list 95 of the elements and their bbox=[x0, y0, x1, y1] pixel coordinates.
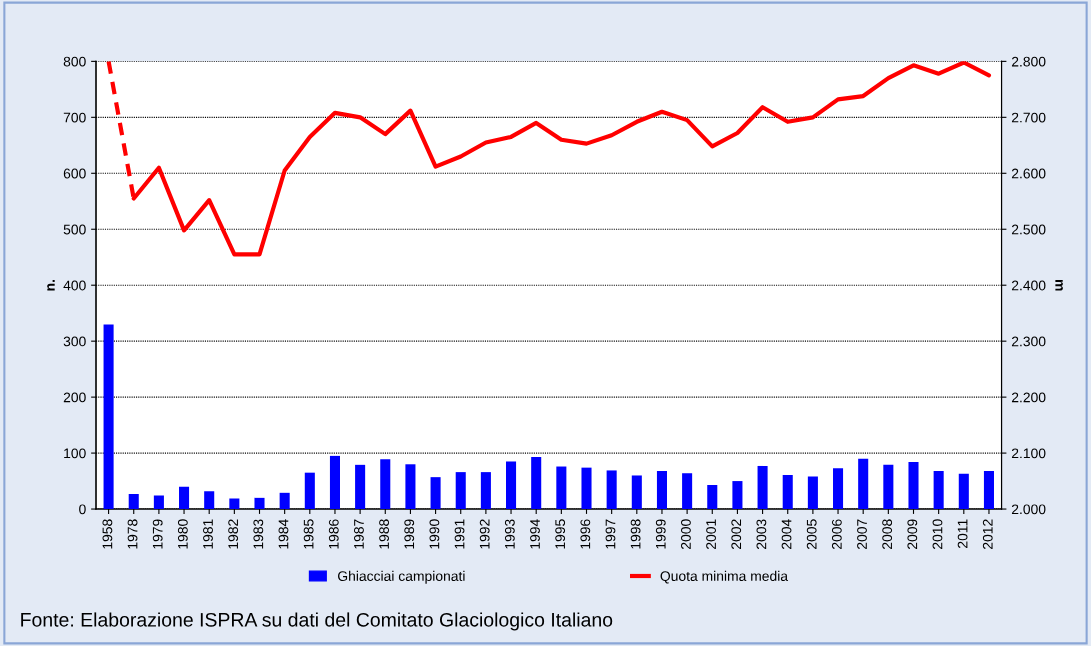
x-tick-label: 1981 bbox=[203, 519, 213, 549]
bar bbox=[707, 484, 718, 510]
x-tick-label: 2008 bbox=[882, 519, 893, 549]
bar bbox=[556, 466, 567, 510]
bar bbox=[656, 471, 667, 510]
y-tick-label: 700 bbox=[63, 112, 86, 123]
bar bbox=[179, 486, 190, 510]
x-tick-label: 1997 bbox=[605, 519, 616, 549]
x-tick-label: 2001 bbox=[706, 519, 716, 549]
x-tick-label: 1994 bbox=[530, 519, 540, 549]
source-note: Fonte: Elaborazione ISPRA su dati del Comitato Glaciologico Italiano bbox=[21, 612, 613, 631]
y2-tick-label: 2.100 bbox=[1011, 448, 1046, 459]
y2-tick-label: 2.400 bbox=[1011, 280, 1046, 291]
bar bbox=[531, 457, 542, 510]
x-tick-label: 1995 bbox=[555, 519, 566, 549]
x-tick-label: 2005 bbox=[806, 519, 817, 549]
x-tick-label: 2004 bbox=[781, 519, 792, 549]
x-tick-label: 2007 bbox=[857, 519, 867, 549]
y-tick-label: 800 bbox=[63, 56, 86, 67]
bar bbox=[581, 467, 592, 510]
x-tick-label: 2006 bbox=[831, 519, 842, 549]
x-tick-label: 2000 bbox=[681, 519, 691, 549]
bar bbox=[958, 473, 969, 510]
bar bbox=[229, 498, 240, 510]
bar bbox=[103, 324, 114, 510]
y-axis-title: n. bbox=[47, 279, 55, 291]
y2-tick-label: 2.800 bbox=[1011, 56, 1046, 67]
y2-tick-label: 2.200 bbox=[1011, 392, 1046, 403]
bar bbox=[128, 493, 139, 510]
x-tick-label: 1992 bbox=[479, 519, 490, 549]
x-tick-label: 1989 bbox=[404, 519, 415, 549]
x-tick-label: 1982 bbox=[228, 519, 239, 549]
x-tick-label: 1984 bbox=[278, 519, 289, 549]
bar bbox=[204, 491, 215, 510]
legend-label: Ghiacciai campionati bbox=[338, 570, 465, 584]
y-tick-label: 200 bbox=[63, 392, 86, 403]
x-tick-label: 2011 bbox=[957, 519, 968, 548]
y2-tick-label: 2.500 bbox=[1011, 224, 1046, 235]
x-tick-label: 1958 bbox=[102, 519, 113, 549]
bar bbox=[606, 470, 617, 510]
bar bbox=[833, 468, 844, 510]
x-tick-label: 1978 bbox=[127, 519, 138, 549]
x-tick-label: 1985 bbox=[303, 519, 314, 549]
y-tick-label: 400 bbox=[63, 280, 86, 291]
y2-tick-label: 2.300 bbox=[1011, 336, 1046, 347]
bar bbox=[480, 472, 491, 510]
x-tick-label: 1996 bbox=[580, 519, 591, 549]
y-tick-label: 0 bbox=[79, 504, 86, 515]
y2-tick-label: 2.600 bbox=[1011, 168, 1046, 179]
x-tick-label: 2002 bbox=[731, 519, 742, 549]
bar bbox=[807, 476, 818, 510]
x-tick-label: 1980 bbox=[177, 519, 188, 549]
y2-tick-label: 2.700 bbox=[1011, 112, 1046, 123]
x-tick-label: 1990 bbox=[429, 519, 440, 549]
bar bbox=[983, 471, 994, 510]
bar bbox=[380, 459, 391, 510]
bar bbox=[304, 472, 315, 510]
y-tick-label: 100 bbox=[64, 448, 86, 459]
bar bbox=[329, 455, 340, 510]
bar bbox=[908, 462, 919, 510]
bar bbox=[757, 465, 768, 510]
legend-label: Quota minima media bbox=[660, 570, 789, 584]
bar bbox=[732, 481, 743, 510]
x-tick-label: 1999 bbox=[655, 519, 666, 549]
x-tick-label: 2010 bbox=[932, 519, 943, 549]
x-tick-label: 1987 bbox=[354, 519, 364, 549]
bar bbox=[883, 464, 894, 510]
bar bbox=[782, 474, 793, 510]
y-tick-label: 500 bbox=[63, 224, 86, 235]
x-tick-label: 1979 bbox=[152, 519, 163, 549]
bar bbox=[455, 472, 466, 510]
bar bbox=[279, 492, 290, 510]
bar bbox=[682, 473, 693, 510]
y-tick-label: 300 bbox=[63, 336, 86, 347]
y2-tick-label: 2.000 bbox=[1011, 504, 1046, 515]
x-tick-label: 1991 bbox=[454, 519, 465, 549]
bar bbox=[631, 475, 642, 510]
bar bbox=[355, 464, 366, 510]
x-tick-label: 2012 bbox=[982, 519, 993, 549]
x-tick-label: 1993 bbox=[504, 519, 515, 549]
bar bbox=[254, 497, 265, 510]
bar bbox=[858, 458, 869, 510]
bar bbox=[405, 464, 416, 510]
bar bbox=[153, 495, 164, 510]
x-tick-label: 1998 bbox=[630, 519, 641, 549]
x-tick-label: 1983 bbox=[253, 519, 264, 549]
x-tick-label: 1988 bbox=[379, 519, 389, 549]
x-tick-label: 2009 bbox=[907, 519, 918, 549]
bar bbox=[506, 461, 517, 510]
y-tick-label: 600 bbox=[63, 168, 86, 179]
x-tick-label: 2003 bbox=[756, 519, 767, 549]
bar bbox=[430, 477, 441, 510]
bar bbox=[933, 471, 944, 510]
y2-axis-title: m bbox=[1055, 279, 1063, 291]
x-tick-label: 1986 bbox=[328, 519, 339, 549]
